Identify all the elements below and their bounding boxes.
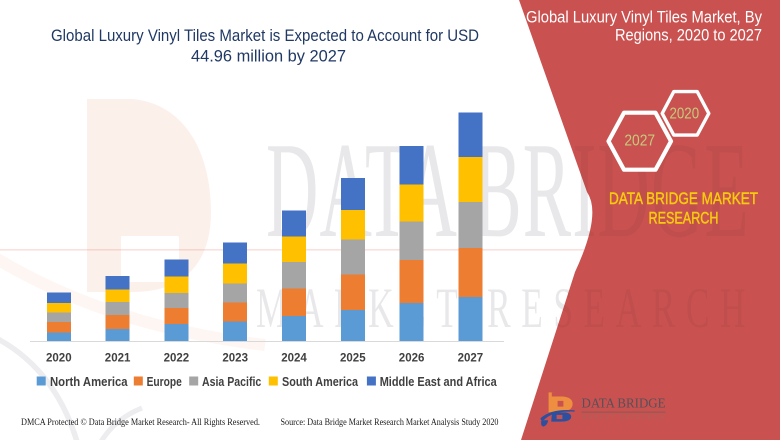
svg-text:RESEARCH: RESEARCH bbox=[649, 209, 719, 228]
svg-text:2024: 2024 bbox=[281, 351, 307, 365]
svg-text:44.96 million by 2027: 44.96 million by 2027 bbox=[191, 48, 346, 66]
svg-text:Global Luxury Vinyl Tiles Mark: Global Luxury Vinyl Tiles Market, By bbox=[526, 9, 763, 27]
svg-text:2027: 2027 bbox=[458, 351, 484, 365]
svg-text:2026: 2026 bbox=[399, 351, 425, 365]
svg-text:DATA BRIDGE MARKET: DATA BRIDGE MARKET bbox=[609, 189, 758, 208]
svg-text:Asia Pacific: Asia Pacific bbox=[202, 374, 261, 389]
svg-text:2027: 2027 bbox=[624, 133, 655, 150]
svg-text:North America: North America bbox=[50, 374, 128, 389]
svg-text:MARKET RESEARCH: MARKET RESEARCH bbox=[582, 415, 665, 421]
svg-text:Global Luxury Vinyl Tiles Mark: Global Luxury Vinyl Tiles Market is Expe… bbox=[51, 27, 479, 45]
svg-text:Source: Data Bridge Market Res: Source: Data Bridge Market Research Mark… bbox=[281, 418, 499, 428]
svg-text:2025: 2025 bbox=[340, 351, 366, 365]
svg-text:DMCA Protected © Data Bridge M: DMCA Protected © Data Bridge Market Rese… bbox=[21, 417, 260, 428]
svg-text:Middle East and Africa: Middle East and Africa bbox=[380, 374, 498, 389]
svg-text:DATA BRIDGE: DATA BRIDGE bbox=[582, 397, 666, 412]
svg-text:2020: 2020 bbox=[670, 105, 700, 122]
svg-text:2023: 2023 bbox=[222, 351, 248, 365]
svg-text:Europe: Europe bbox=[147, 374, 182, 389]
svg-text:2020: 2020 bbox=[46, 351, 72, 365]
svg-text:2022: 2022 bbox=[164, 351, 190, 365]
svg-text:2021: 2021 bbox=[105, 351, 131, 365]
svg-text:Regions, 2020 to 2027: Regions, 2020 to 2027 bbox=[615, 27, 762, 45]
svg-text:South America: South America bbox=[282, 374, 359, 389]
